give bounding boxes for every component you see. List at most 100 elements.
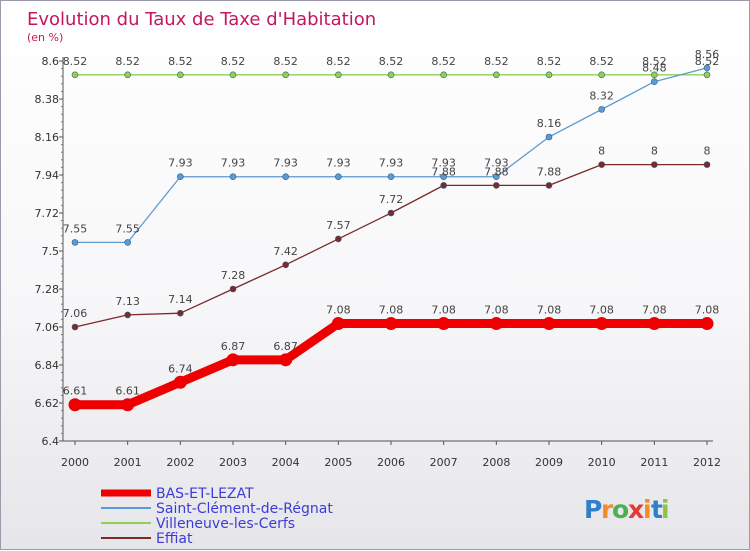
series-point-0: [384, 317, 398, 331]
data-label-1: 8.56: [695, 48, 720, 61]
y-tick-label: 7.5: [42, 245, 60, 258]
x-tick-label: 2004: [272, 456, 300, 469]
series-point-2: [440, 71, 447, 79]
legend-label-3: Effiat: [156, 531, 193, 547]
data-label-3: 7.28: [221, 269, 246, 282]
data-label-3: 7.72: [379, 193, 404, 206]
series-point-0: [121, 398, 135, 412]
series-point-3: [545, 182, 553, 189]
series-point-2: [229, 71, 237, 79]
data-label-0: 6.87: [273, 340, 298, 353]
legend: BAS-ET-LEZATSaint-Clément-de-RégnatVille…: [101, 486, 333, 547]
data-label-2: 8.52: [379, 55, 404, 68]
y-tick-label: 7.94: [35, 169, 60, 182]
logo-letter: i: [661, 495, 670, 524]
y-tick-label: 7.28: [35, 283, 60, 296]
series-point-2: [282, 71, 289, 79]
series-point-0: [700, 317, 714, 331]
series-point-3: [703, 161, 711, 168]
y-tick-label: 6.62: [35, 397, 60, 410]
series-point-3: [598, 161, 605, 168]
series-point-0: [489, 317, 503, 331]
series-point-2: [124, 71, 131, 79]
series-point-0: [68, 398, 82, 412]
series-point-3: [229, 285, 237, 293]
series-point-3: [282, 261, 289, 269]
legend-label-2: Villeneuve-les-Cerfs: [156, 516, 295, 532]
series-point-1: [124, 239, 131, 246]
x-tick-label: 2009: [535, 456, 563, 469]
data-label-3: 7.88: [431, 165, 456, 178]
y-tick-label: 7.72: [35, 207, 60, 220]
data-label-0: 7.08: [695, 304, 720, 317]
x-tick-label: 2011: [640, 456, 668, 469]
chart-title: Evolution du Taux de Taxe d'Habitation: [27, 9, 376, 30]
y-tick-label: 8.16: [35, 131, 60, 144]
data-label-3: 8: [651, 145, 658, 158]
series-point-2: [335, 71, 342, 79]
data-label-1: 8.32: [589, 89, 614, 102]
x-tick-label: 2006: [377, 456, 405, 469]
y-tick-label: 8.38: [35, 93, 60, 106]
chart-subtitle: (en %): [27, 31, 63, 44]
series-point-1: [598, 106, 605, 113]
series-point-3: [124, 311, 131, 319]
logo-letter: x: [628, 495, 644, 524]
series-point-0: [173, 375, 187, 389]
series-point-3: [440, 182, 447, 189]
data-label-0: 7.08: [589, 304, 614, 317]
data-label-0: 7.08: [484, 304, 509, 317]
y-tick-label: 6.84: [35, 359, 60, 372]
data-label-2: 8.52: [273, 55, 298, 68]
data-label-1: 7.55: [63, 222, 88, 235]
x-tick-label: 2007: [430, 456, 458, 469]
series-point-2: [177, 71, 184, 79]
series-point-1: [282, 173, 289, 181]
x-tick-label: 2012: [693, 456, 721, 469]
series-point-1: [545, 133, 553, 141]
series-point-0: [331, 317, 345, 331]
data-label-3: 7.42: [273, 245, 298, 258]
logo-letter: t: [651, 495, 663, 524]
data-label-1: 7.93: [379, 157, 404, 170]
logo-letter: P: [584, 495, 602, 524]
data-labels: 8.52 8.52 8.52 8.52 8.52 8.52 8.52 8.52 8.52 8.52…: [63, 48, 720, 398]
series-point-2: [651, 71, 658, 79]
series-point-1: [387, 173, 395, 181]
data-label-3: 7.57: [326, 219, 351, 232]
series-point-1: [440, 173, 447, 181]
x-tick-label: 2002: [166, 456, 194, 469]
data-label-0: 6.61: [63, 385, 88, 398]
x-tick-label: 2008: [482, 456, 510, 469]
series-point-3: [651, 161, 658, 168]
logo-letter: o: [612, 495, 629, 524]
x-tick-label: 2005: [324, 456, 352, 469]
data-label-3: 7.13: [115, 295, 140, 308]
series-point-0: [647, 317, 661, 331]
series-point-3: [177, 309, 184, 317]
data-label-0: 7.08: [431, 304, 456, 317]
series-point-3: [387, 209, 395, 217]
data-label-1: 7.93: [326, 157, 351, 170]
series-point-2: [493, 71, 500, 79]
data-label-3: 7.88: [537, 165, 562, 178]
data-label-2: 8.52: [168, 55, 193, 68]
series-layer: [68, 64, 714, 412]
data-label-2: 8.52: [589, 55, 614, 68]
y-tick-label: 6.4: [42, 435, 60, 448]
data-label-1: 7.93: [484, 157, 509, 170]
data-label-1: 7.55: [115, 222, 140, 235]
series-point-1: [71, 239, 79, 246]
x-tick-label: 2010: [588, 456, 616, 469]
data-label-0: 7.08: [326, 304, 351, 317]
series-point-3: [335, 235, 342, 243]
data-label-3: 7.06: [63, 307, 88, 320]
series-point-1: [703, 64, 711, 72]
data-label-3: 8: [704, 145, 711, 158]
data-label-2: 8.52: [221, 55, 246, 68]
data-label-0: 6.87: [221, 340, 246, 353]
series-point-0: [226, 353, 240, 367]
x-tick-label: 2000: [61, 456, 89, 469]
data-label-2: 8.52: [695, 55, 720, 68]
